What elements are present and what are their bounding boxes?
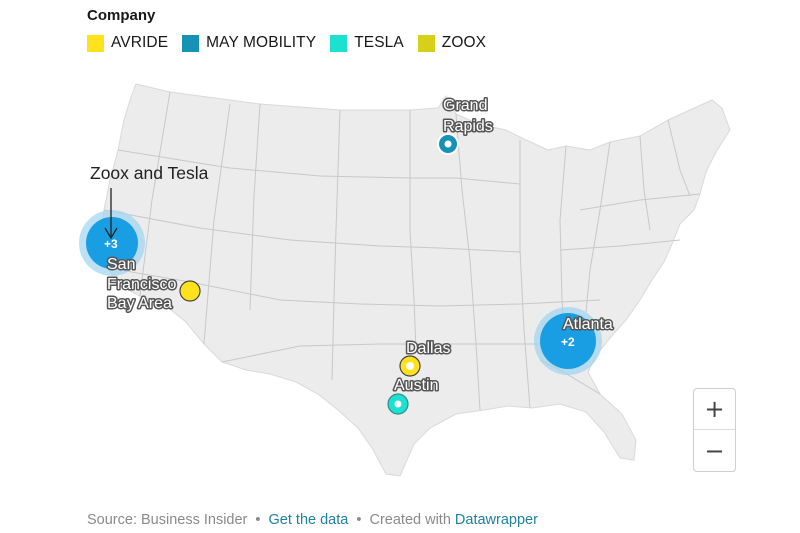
legend-item-avride[interactable]: AVRIDE [87,34,168,52]
legend: AVRIDE MAY MOBILITY TESLA ZOOX [87,34,500,52]
datawrapper-link[interactable]: Datawrapper [454,512,538,528]
legend-item-zoox[interactable]: ZOOX [417,34,487,52]
zoox-swatch [417,34,435,52]
may-mobility-swatch [182,34,200,52]
austin-label: Austin [394,377,438,394]
legend-title: Company [87,7,156,24]
legend-label-avride: AVRIDE [111,34,169,51]
grand-rapids-label-line2: Rapids [443,118,493,135]
annotation-arrow-head [104,227,118,240]
zoom-out-button[interactable]: − [694,430,735,471]
sf-label-line2: Francisco [107,276,176,293]
get-the-data-link[interactable]: Get the data [268,512,349,528]
dallas-label: Dallas [406,340,450,357]
sf-cluster-count: +3 [104,237,118,251]
legend-label-zoox: ZOOX [441,34,487,51]
atlanta-label: Atlanta [563,316,613,333]
zoom-in-button[interactable]: + [694,389,735,430]
tesla-swatch [330,34,348,52]
sf-label-line1: San [107,256,135,273]
phoenix-marker[interactable] [179,280,201,302]
footer-source: Source: Business Insider [87,512,248,528]
us-land [99,83,731,477]
sf-cluster-marker[interactable] [86,217,138,269]
atlanta-cluster-count: +2 [561,335,575,349]
atlanta-cluster-marker[interactable] [540,313,596,369]
grand-rapids-label-line1: Grand [443,97,487,114]
annotation-text: Zoox and Tesla [90,163,209,183]
footer-created-with: Created with [369,512,451,528]
legend-item-may-mobility[interactable]: MAY MOBILITY [182,34,316,52]
legend-item-tesla[interactable]: TESLA [330,34,404,52]
footer-sep-1: • [255,512,261,528]
state-borders [103,91,701,411]
sf-label-line3: Bay Area [107,295,172,312]
austin-marker-center [394,400,402,408]
dallas-marker-center [406,362,414,370]
legend-label-tesla: TESLA [354,34,404,51]
footer: Source: Business Insider • Get the data … [87,512,538,528]
footer-sep-2: • [356,512,362,528]
grand-rapids-marker-center [444,140,452,148]
legend-label-may-mobility: MAY MOBILITY [206,34,317,51]
zoom-controls: + − [693,388,736,472]
avride-swatch [87,34,104,52]
